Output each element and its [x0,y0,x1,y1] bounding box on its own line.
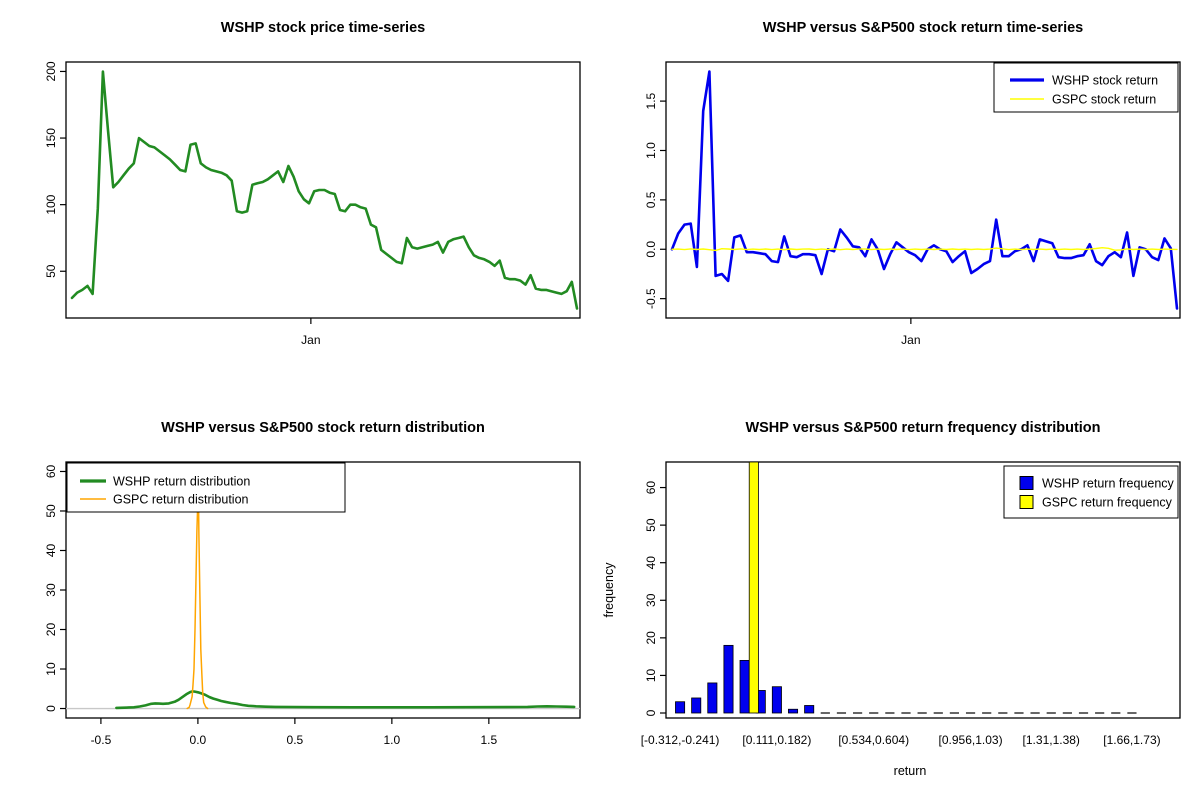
wshp-stock-return-line [670,70,1179,310]
y-tick-label: 0.5 [644,191,658,208]
y-tick-label: 100 [44,194,58,214]
x-bin-label: [0.111,0.182) [742,733,811,747]
x-tick-label: Jan [901,333,920,347]
legend-label: WSHP stock return [1052,74,1158,88]
y-tick-label: 0 [644,709,658,716]
x-axis-label: return [894,764,927,778]
plot-return-frequency: WSHP versus S&P500 return frequency dist… [602,420,1181,778]
y-tick-label: 30 [44,583,58,597]
gspc-frequency-bar [748,461,759,714]
wshp-frequency-bar [788,708,799,714]
gspc-stock-return-line [671,246,1178,252]
plot-canvas-1: -0.5 0.0 0.5 1.0 1.5 Jan WSHP stock return GSPC… [644,61,1181,347]
y-tick-label: 20 [644,631,658,645]
plot-title: WSHP versus S&P500 stock return time-ser… [763,20,1084,36]
x-tick-label: Jan [301,333,320,347]
x-tick-label: 0.5 [287,733,304,747]
y-tick-label: 0 [44,705,58,712]
wshp-frequency-bar [691,697,702,714]
wshp-frequency-bar [804,705,815,714]
wshp-stock-price-line [70,70,579,310]
plot-title: WSHP versus S&P500 stock return distribu… [161,420,485,436]
y-tick-label: 60 [644,481,658,495]
wshp-frequency-bar [675,701,686,714]
plot-return-distribution: WSHP versus S&P500 stock return distribu… [44,420,581,747]
x-tick-label: 1.0 [384,733,401,747]
legend-box [66,462,346,513]
y-tick-label: -0.5 [644,288,658,309]
legend-label: WSHP return distribution [113,475,250,489]
y-tick-label: 50 [44,264,58,278]
x-tick-label: 1.5 [480,733,497,747]
y-tick-label: 20 [44,623,58,637]
y-tick-label: 200 [44,61,58,81]
plot-canvas-0: 50 100 150 200 Jan [44,61,581,347]
y-tick-label: 50 [44,504,58,518]
y-axis-label: frequency [602,562,616,618]
plot-canvas-3: 0 10 20 30 40 50 60 [-0.312,-0.241) [0.111,0.182… [641,461,1181,747]
x-bin-label: [-0.312,-0.241) [641,733,720,747]
legend-label: GSPC return frequency [1042,496,1173,510]
legend-swatch-square [1019,495,1034,509]
x-bin-label: [0.534,0.604) [838,733,909,747]
x-tick-label: 0.0 [190,733,207,747]
x-bin-label: [0.956,1.03) [939,733,1003,747]
plot-price-timeseries: WSHP stock price time-series 50 100 150 200… [44,20,581,347]
plot-canvas-2: 0 10 20 30 40 50 60 -0.5 0.0 0.5 1.0 1.5 WSHP return… [44,461,581,747]
legend-swatch-square [1019,476,1034,490]
legend-label: WSHP return frequency [1042,477,1175,491]
y-tick-label: 50 [644,518,658,532]
y-tick-label: 10 [44,662,58,676]
y-tick-label: 150 [44,128,58,148]
wshp-frequency-bar [723,644,734,714]
y-tick-label: 60 [44,464,58,478]
y-tick-label: 1.5 [644,92,658,109]
plot-box [65,61,581,319]
wshp-frequency-bar [707,682,718,714]
legend-label: GSPC return distribution [113,493,249,507]
wshp-return-distribution-line [115,690,576,710]
gspc-return-distribution-line [186,498,209,710]
plot-return-timeseries: WSHP versus S&P500 stock return time-ser… [644,20,1181,347]
legend-label: GSPC stock return [1052,93,1156,107]
y-tick-label: 10 [644,668,658,682]
y-tick-label: 40 [644,556,658,570]
plot-title: WSHP versus S&P500 return frequency dist… [745,420,1100,436]
legend-box [1003,465,1179,519]
y-tick-label: 30 [644,593,658,607]
plot-title: WSHP stock price time-series [221,20,425,36]
plot-box [665,61,1181,319]
y-tick-label: 1.0 [644,142,658,159]
y-tick-label: 0.0 [644,241,658,258]
x-tick-label: -0.5 [91,733,112,747]
plot-box [665,461,1181,719]
x-bin-label: [1.31,1.38) [1023,733,1080,747]
wshp-frequency-bar [771,686,782,714]
legend-box [993,62,1179,113]
x-bin-label: [1.66,1.73) [1103,733,1160,747]
y-tick-label: 40 [44,543,58,557]
wshp-frequency-bar [739,659,750,714]
